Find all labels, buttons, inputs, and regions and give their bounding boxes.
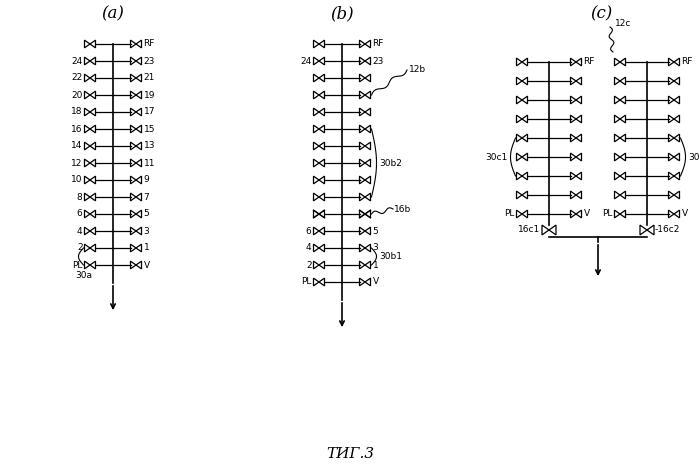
Text: 24: 24 [301,57,312,66]
Text: 30c2: 30c2 [689,152,699,161]
Text: 30a: 30a [75,271,92,280]
Text: 1: 1 [143,244,150,253]
Text: ΤИГ.3: ΤИГ.3 [326,447,374,461]
Text: 5: 5 [373,227,378,236]
Text: 2: 2 [77,244,82,253]
Text: 11: 11 [143,159,155,168]
Text: (c): (c) [590,6,612,23]
Text: V: V [143,261,150,270]
Text: 16c1: 16c1 [518,226,540,235]
Text: V: V [682,210,688,219]
Text: 30b2: 30b2 [380,159,403,168]
Text: 14: 14 [71,142,82,151]
Text: 21: 21 [143,74,155,83]
Text: 12b: 12b [409,66,426,75]
Text: 9: 9 [143,176,150,185]
Text: 4: 4 [77,227,82,236]
Text: 13: 13 [143,142,155,151]
Text: 12: 12 [71,159,82,168]
Text: 18: 18 [71,108,82,117]
Text: RF: RF [584,58,595,67]
Text: 3: 3 [143,227,150,236]
Text: 3: 3 [373,244,378,253]
Text: RF: RF [143,40,155,49]
Text: 20: 20 [71,91,82,100]
Text: 1: 1 [373,261,378,270]
Text: 6: 6 [77,210,82,219]
Text: RF: RF [682,58,693,67]
Text: 23: 23 [143,57,155,66]
Text: 2: 2 [306,261,312,270]
Text: 19: 19 [143,91,155,100]
Text: (b): (b) [330,6,354,23]
Text: 6: 6 [305,227,312,236]
Text: PL: PL [504,210,514,219]
Text: PL: PL [72,261,82,270]
Text: 4: 4 [306,244,312,253]
Text: RF: RF [373,40,384,49]
Text: 30b1: 30b1 [380,252,403,261]
Text: 16b: 16b [394,204,411,213]
Text: 8: 8 [77,193,82,202]
Text: 7: 7 [143,193,150,202]
Text: 10: 10 [71,176,82,185]
Text: 22: 22 [71,74,82,83]
Text: 16: 16 [71,125,82,134]
Text: 15: 15 [143,125,155,134]
Text: V: V [373,278,379,287]
Text: PL: PL [602,210,612,219]
Text: V: V [584,210,590,219]
Text: -16c2: -16c2 [654,226,680,235]
Text: PL: PL [301,278,312,287]
Text: 30c1: 30c1 [485,152,507,161]
Text: 5: 5 [143,210,150,219]
Text: 24: 24 [71,57,82,66]
Text: (a): (a) [101,6,124,23]
Text: 12c: 12c [615,18,631,27]
Text: 17: 17 [143,108,155,117]
Text: 23: 23 [373,57,384,66]
